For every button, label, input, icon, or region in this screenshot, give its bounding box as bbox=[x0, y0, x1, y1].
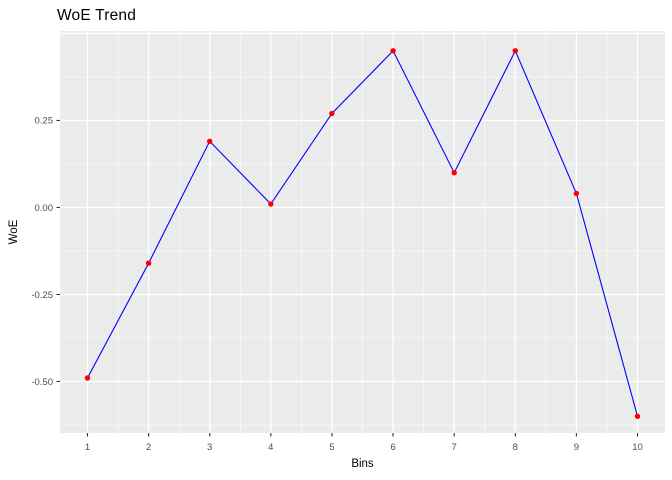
data-point bbox=[145, 260, 152, 266]
y-tick-label: 0.25 bbox=[35, 116, 54, 127]
trend-line bbox=[87, 49, 639, 417]
plot-title: WoE Trend bbox=[57, 7, 137, 24]
data-point bbox=[84, 375, 91, 381]
x-tick-label: 1 bbox=[85, 442, 90, 453]
y-tick-label: 0.00 bbox=[35, 203, 54, 214]
x-tick-label: 5 bbox=[329, 442, 334, 453]
x-tick-label: 6 bbox=[390, 442, 395, 453]
data-point bbox=[512, 48, 518, 54]
x-tick-label: 7 bbox=[452, 442, 457, 453]
x-axis-title: Bins bbox=[351, 458, 374, 470]
y-tick-label: -0.50 bbox=[31, 377, 53, 388]
y-tick-label: -0.25 bbox=[31, 290, 53, 301]
data-point bbox=[207, 138, 213, 144]
data-point bbox=[390, 48, 396, 54]
data-point bbox=[329, 110, 335, 117]
data-point bbox=[268, 201, 274, 207]
x-tick-label: 10 bbox=[632, 442, 643, 453]
x-tick-label: 8 bbox=[513, 442, 518, 453]
x-tick-label: 3 bbox=[207, 442, 212, 453]
x-tick-label: 4 bbox=[268, 442, 273, 453]
data-point bbox=[451, 170, 457, 176]
data-point bbox=[573, 190, 580, 197]
data-point bbox=[634, 413, 641, 419]
x-tick-label: 2 bbox=[146, 442, 151, 453]
x-tick-label: 9 bbox=[574, 442, 579, 453]
